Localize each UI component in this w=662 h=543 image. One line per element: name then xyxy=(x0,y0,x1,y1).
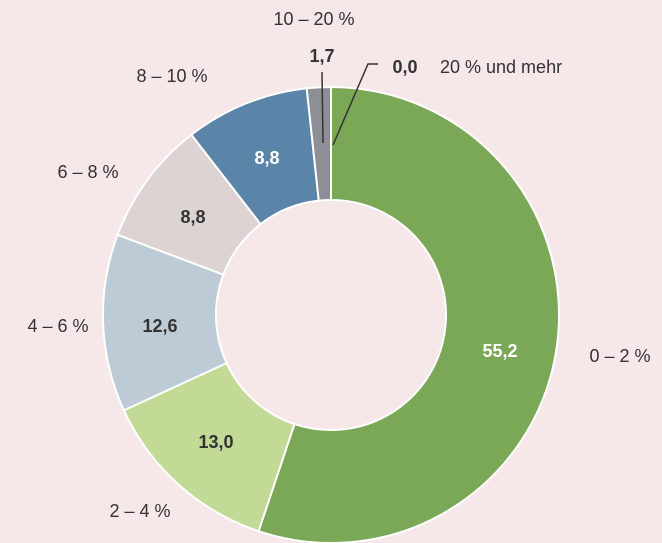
value-label: 55,2 xyxy=(482,341,517,361)
value-label: 13,0 xyxy=(198,432,233,452)
value-label: 8,8 xyxy=(254,148,279,168)
category-label: 2 – 4 % xyxy=(109,501,170,521)
leader-line xyxy=(332,63,378,146)
value-label: 8,8 xyxy=(180,207,205,227)
category-label: 4 – 6 % xyxy=(27,316,88,336)
category-label: 0 – 2 % xyxy=(589,346,650,366)
category-label: 8 – 10 % xyxy=(136,66,207,86)
leader-line xyxy=(321,71,324,144)
category-label: 6 – 8 % xyxy=(57,162,118,182)
value-label: 1,7 xyxy=(309,46,334,66)
value-label: 12,6 xyxy=(142,316,177,336)
category-label: 20 % und mehr xyxy=(440,57,562,77)
category-label: 10 – 20 % xyxy=(273,9,354,29)
value-label: 0,0 xyxy=(392,57,417,77)
